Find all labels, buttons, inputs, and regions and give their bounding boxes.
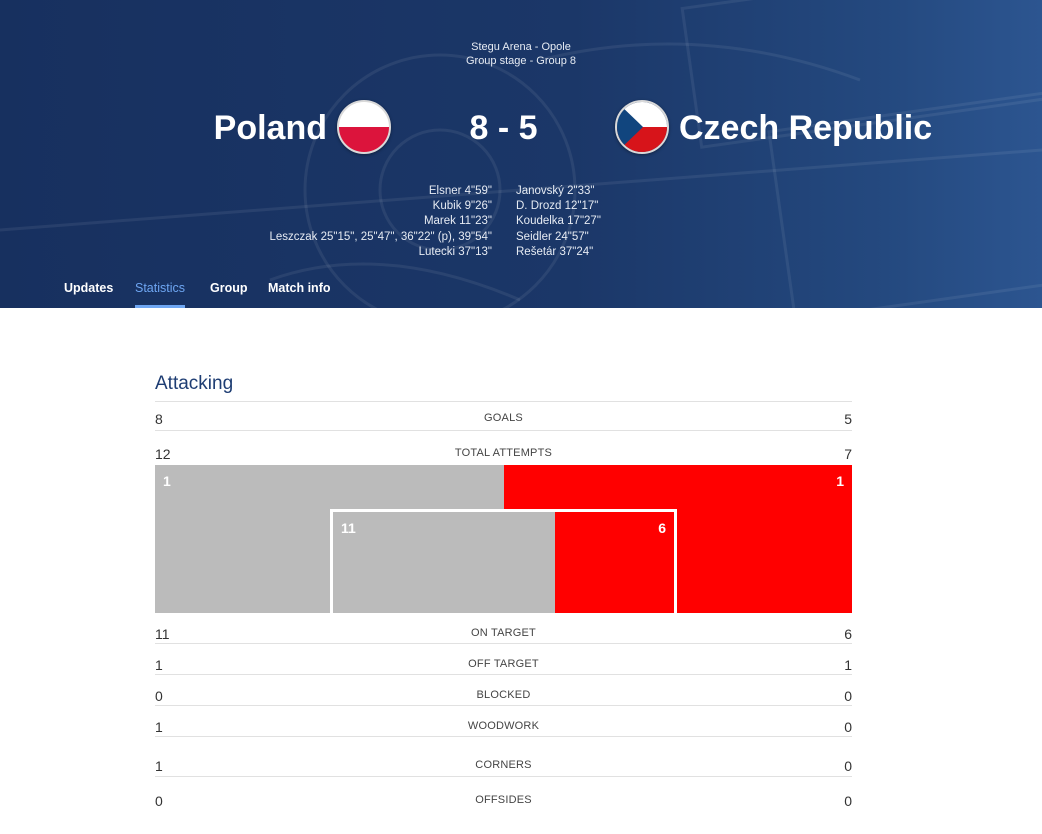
stat-row-off-target: 1 OFF TARGET 1 xyxy=(155,645,852,675)
pitch-background-graphic xyxy=(0,0,1042,308)
czech-republic-flag-icon xyxy=(615,100,669,154)
stat-row-goals: 8 GOALS 5 xyxy=(155,401,852,431)
home-scorer: Marek 11"23" xyxy=(423,215,492,228)
away-total-attempts-value: 7 xyxy=(844,446,852,462)
tab-match-info[interactable]: Match info xyxy=(268,281,331,295)
away-blocked-value: 0 xyxy=(844,688,852,704)
on-target-frame: 11 6 xyxy=(330,509,677,613)
away-scorer: Rešetár 37"24" xyxy=(516,245,594,258)
away-scorer: Seidler 24"57" xyxy=(516,230,589,243)
stat-row-on-target: 11 ON TARGET 6 xyxy=(155,614,852,644)
match-stage: Group stage - Group 8 xyxy=(465,55,577,67)
home-on-target-bar xyxy=(333,512,555,613)
away-on-target-value: 6 xyxy=(844,626,852,642)
match-tabs: Updates Statistics Group Match info xyxy=(0,281,1042,308)
stat-row-total-attempts: 12 TOTAL ATTEMPTS 7 xyxy=(155,437,852,465)
home-scorer: Kubik 9"26" xyxy=(432,200,492,213)
home-scorer: Elsner 4"59" xyxy=(428,185,492,197)
away-scorer: D. Drozd 12"17" xyxy=(516,200,599,213)
away-scorer: Koudelka 17"27" xyxy=(516,215,601,228)
stat-row-woodwork: 1 WOODWORK 0 xyxy=(155,707,852,737)
away-team-name[interactable]: Czech Republic xyxy=(679,109,933,147)
home-goals-value: 8 xyxy=(155,411,163,427)
stat-row-blocked: 0 BLOCKED 0 xyxy=(155,676,852,706)
home-scorer: Lutecki 37"13" xyxy=(418,245,492,258)
home-blocked-value: 0 xyxy=(155,688,163,704)
match-score: 8 - 5 xyxy=(469,109,538,147)
home-offsides-value: 0 xyxy=(155,793,163,809)
home-team-name[interactable]: Poland xyxy=(213,109,327,147)
away-scorers-list: Janovský 2"33" D. Drozd 12"17" Koudelka … xyxy=(516,184,601,260)
section-title-attacking: Attacking xyxy=(155,373,234,394)
home-off-target-value: 1 xyxy=(155,657,163,673)
tab-statistics[interactable]: Statistics xyxy=(135,281,186,308)
on-target-label: ON TARGET xyxy=(471,627,536,639)
total-attempts-label: TOTAL ATTEMPTS xyxy=(454,447,553,459)
away-offsides-value: 0 xyxy=(844,793,852,809)
attempts-chart: 1 1 11 6 xyxy=(155,465,852,613)
away-off-target-value: 1 xyxy=(844,657,852,673)
blocked-label: BLOCKED xyxy=(476,689,531,701)
away-goals-value: 5 xyxy=(844,411,852,427)
off-target-label: OFF TARGET xyxy=(468,658,539,670)
corners-label: CORNERS xyxy=(475,759,532,771)
away-scorer: Janovský 2"33" xyxy=(516,185,595,197)
home-total-attempts-value: 12 xyxy=(155,446,171,462)
away-on-target-bar xyxy=(555,512,674,613)
away-woodwork-value: 0 xyxy=(844,719,852,735)
tab-updates[interactable]: Updates xyxy=(64,281,114,295)
away-outer-attempts-number: 1 xyxy=(836,473,844,489)
stat-row-offsides: 0 OFFSIDES 0 xyxy=(155,783,852,813)
home-woodwork-value: 1 xyxy=(155,719,163,735)
goals-label: GOALS xyxy=(484,412,523,424)
away-corners-value: 0 xyxy=(844,758,852,774)
home-outer-attempts-number: 1 xyxy=(163,473,171,489)
home-scorers-list: Elsner 4"59" Kubik 9"26" Marek 11"23" Le… xyxy=(269,184,492,260)
stat-row-corners: 1 CORNERS 0 xyxy=(155,746,852,777)
woodwork-label: WOODWORK xyxy=(467,720,540,732)
offsides-label: OFFSIDES xyxy=(475,794,532,806)
home-on-target-value: 11 xyxy=(155,626,170,642)
away-inner-attempts-number: 6 xyxy=(658,520,666,536)
home-scorer: Leszczak 25"15", 25"47", 36"22" (p), 39"… xyxy=(269,230,492,243)
venue-name: Stegu Arena - Opole xyxy=(471,41,571,53)
czech-flag-graphic xyxy=(617,102,667,152)
home-corners-value: 1 xyxy=(155,758,163,774)
tab-group[interactable]: Group xyxy=(210,281,248,295)
poland-flag-icon xyxy=(337,100,391,154)
match-header: Stegu Arena - Opole Group stage - Group … xyxy=(0,0,1042,308)
home-inner-attempts-number: 11 xyxy=(341,520,356,536)
